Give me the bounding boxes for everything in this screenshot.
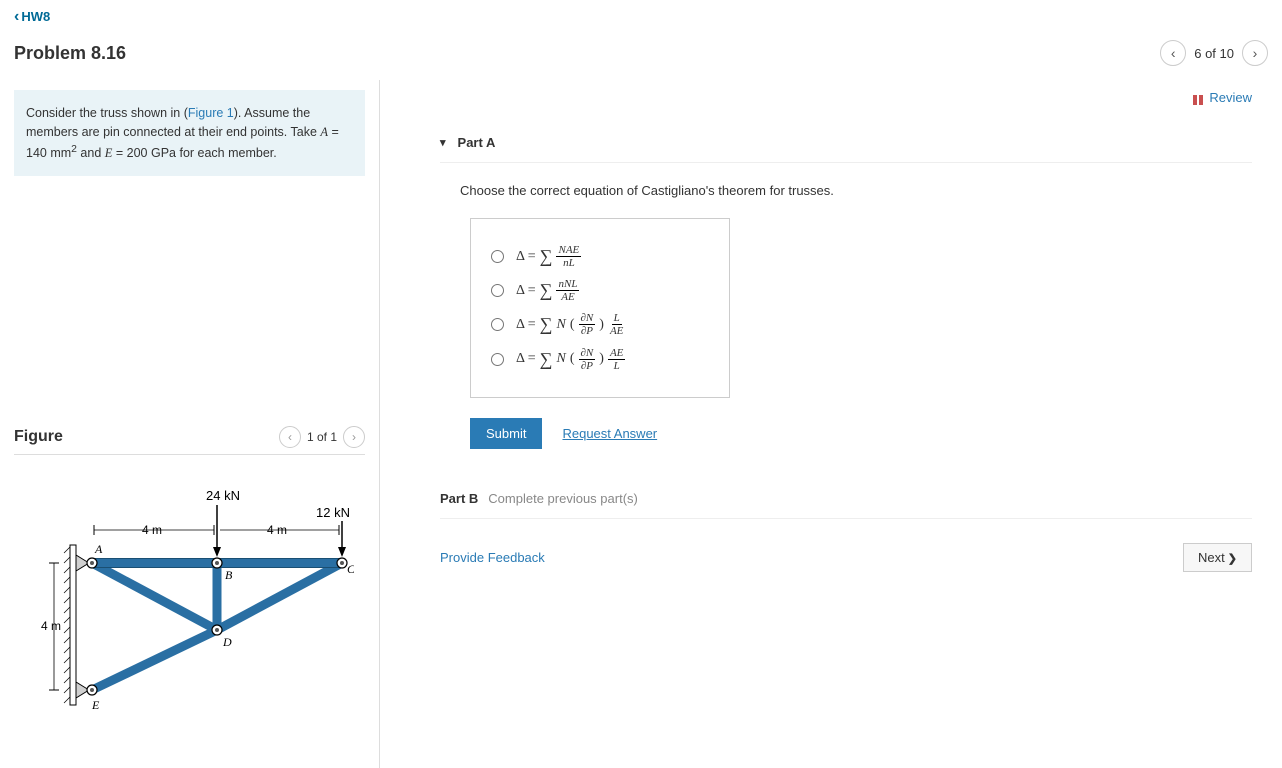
val-e: = 200 GPa for each member. — [112, 146, 276, 160]
part-a-instruction: Choose the correct equation of Castiglia… — [460, 183, 1252, 198]
option-4-radio[interactable] — [491, 353, 504, 366]
option-1-eq: Δ = ∑ NAEnL — [516, 244, 581, 269]
problem-counter: 6 of 10 — [1194, 46, 1234, 61]
option-3-radio[interactable] — [491, 318, 504, 331]
var-a: A — [320, 125, 328, 139]
prompt-text: Consider the truss shown in ( — [26, 106, 188, 120]
back-link[interactable]: HW8 — [14, 9, 50, 24]
figure-prev-button[interactable]: ‹ — [279, 426, 301, 448]
figure-diagram: 24 kN 12 kN 4 m 4 m 4 m — [14, 485, 365, 758]
option-2-radio[interactable] — [491, 284, 504, 297]
figure-heading: Figure — [14, 428, 63, 446]
part-b-label: Part B — [440, 491, 478, 506]
option-3-eq: Δ = ∑ N( ∂N∂P ) LAE — [516, 312, 625, 337]
option-4-eq: Δ = ∑ N( ∂N∂P ) AEL — [516, 347, 625, 372]
prompt-text: and — [77, 146, 105, 160]
part-b-row: Part B Complete previous part(s) — [440, 479, 1252, 519]
next-problem-button[interactable]: › — [1242, 40, 1268, 66]
review-icon — [1189, 93, 1203, 103]
part-b-text: Complete previous part(s) — [488, 491, 638, 506]
next-button[interactable]: Next — [1183, 543, 1252, 572]
page-title: Problem 8.16 — [14, 43, 126, 64]
review-label: Review — [1209, 90, 1252, 105]
figure-link[interactable]: Figure 1 — [188, 106, 234, 120]
figure-counter: 1 of 1 — [307, 430, 337, 444]
review-link[interactable]: Review — [440, 90, 1252, 105]
force-label: 24 kN — [206, 488, 240, 503]
request-answer-link[interactable]: Request Answer — [562, 426, 657, 441]
dim-label: 4 m — [267, 523, 287, 537]
dim-label: 4 m — [142, 523, 162, 537]
figure-next-button[interactable]: › — [343, 426, 365, 448]
node-label: E — [91, 698, 100, 712]
node-label: C — [347, 562, 354, 576]
node-label: B — [225, 568, 233, 582]
part-a-title: Part A — [458, 135, 496, 150]
node-label: A — [94, 542, 103, 556]
submit-button[interactable]: Submit — [470, 418, 542, 449]
option-1-radio[interactable] — [491, 250, 504, 263]
provide-feedback-link[interactable]: Provide Feedback — [440, 550, 545, 565]
option-2-eq: Δ = ∑ nNLAE — [516, 278, 579, 303]
force-label: 12 kN — [316, 505, 350, 520]
prev-problem-button[interactable]: ‹ — [1160, 40, 1186, 66]
options-box: Δ = ∑ NAEnL Δ = ∑ nNLAE Δ = ∑ N( ∂N∂P ) … — [470, 218, 730, 398]
problem-prompt: Consider the truss shown in (Figure 1). … — [14, 90, 365, 176]
dim-label: 4 m — [41, 619, 61, 633]
node-label: D — [222, 635, 232, 649]
part-a-header[interactable]: Part A — [440, 135, 1252, 163]
